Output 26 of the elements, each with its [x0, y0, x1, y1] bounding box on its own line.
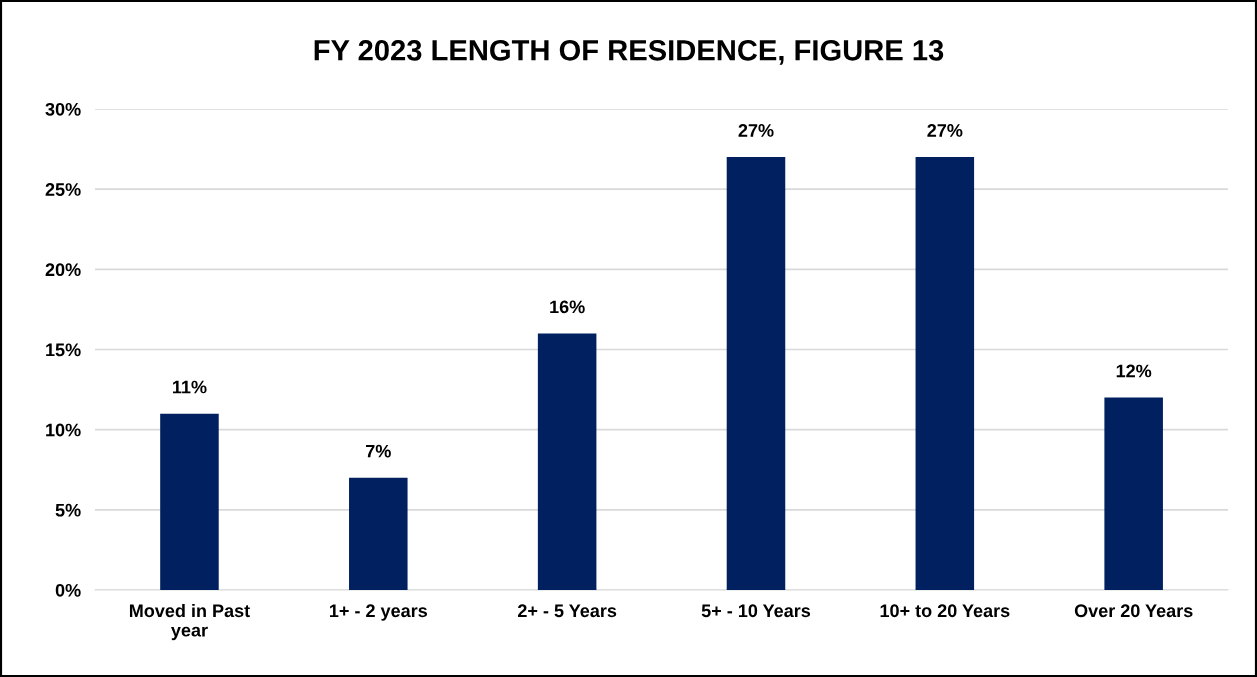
bar: [726, 157, 786, 591]
y-tick-label: 20%: [45, 263, 81, 277]
y-tick-label: 10%: [46, 423, 81, 437]
y-tick-label: 25%: [45, 183, 81, 196]
chart-title: FY 2023 LENGTH OF RESIDENCE, FIGURE 13: [314, 39, 944, 65]
bar: [160, 413, 219, 591]
data-label: 16%: [550, 300, 585, 314]
bar: [349, 477, 408, 591]
data-label: 12%: [1116, 364, 1152, 378]
bar: [915, 157, 975, 591]
y-tick-label: 0%: [55, 583, 81, 597]
data-label: 7%: [366, 444, 391, 458]
y-tick-label: 15%: [46, 343, 81, 357]
x-tick-label: 5+ - 10 Years: [701, 604, 811, 618]
x-tick-label: 10+ to 20 Years: [880, 604, 1010, 618]
y-tick-label: 30%: [45, 102, 81, 116]
x-tick-label: Over 20 Years: [1074, 604, 1193, 618]
x-tick-label: 1+ - 2 years: [329, 604, 427, 621]
bar: [537, 333, 597, 591]
y-tick-label: 5%: [55, 503, 81, 517]
x-tick-label: 2+ - 5 Years: [517, 604, 617, 618]
data-label: 27%: [927, 124, 963, 137]
x-tick-label: Moved in Past year: [129, 603, 250, 641]
data-label: 27%: [738, 124, 774, 137]
data-label: 11%: [173, 380, 207, 394]
bar: [1104, 397, 1163, 591]
